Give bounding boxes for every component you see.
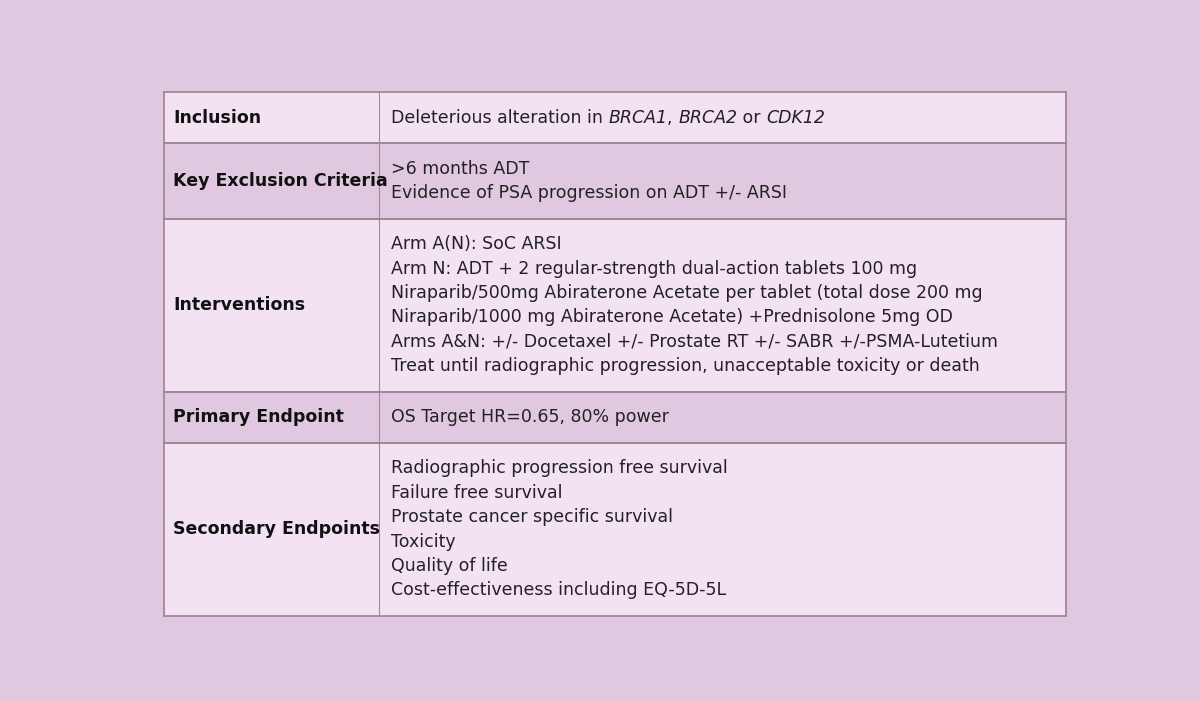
Text: Evidence of PSA progression on ADT +/- ARSI: Evidence of PSA progression on ADT +/- A… bbox=[391, 184, 787, 203]
Text: Primary Endpoint: Primary Endpoint bbox=[173, 408, 344, 426]
Text: ,: , bbox=[667, 109, 678, 127]
Bar bbox=[164, 392, 1066, 443]
Text: Arm N: ADT + 2 regular-strength dual-action tablets 100 mg: Arm N: ADT + 2 regular-strength dual-act… bbox=[391, 260, 917, 278]
Text: Deleterious alteration in: Deleterious alteration in bbox=[391, 109, 608, 127]
Text: Interventions: Interventions bbox=[173, 297, 305, 314]
Text: Niraparib/500mg Abiraterone Acetate per tablet (total dose 200 mg: Niraparib/500mg Abiraterone Acetate per … bbox=[391, 284, 983, 302]
Text: Quality of life: Quality of life bbox=[391, 557, 508, 575]
Text: >6 months ADT: >6 months ADT bbox=[391, 160, 529, 178]
Text: Niraparib/1000 mg Abiraterone Acetate) +Prednisolone 5mg OD: Niraparib/1000 mg Abiraterone Acetate) +… bbox=[391, 308, 953, 327]
Text: BRCA2: BRCA2 bbox=[678, 109, 737, 127]
Bar bbox=[164, 219, 1066, 392]
Text: Toxicity: Toxicity bbox=[391, 533, 455, 550]
Text: Prostate cancer specific survival: Prostate cancer specific survival bbox=[391, 508, 673, 526]
Text: OS Target HR=0.65, 80% power: OS Target HR=0.65, 80% power bbox=[391, 408, 668, 426]
Text: Inclusion: Inclusion bbox=[173, 109, 262, 127]
Text: Key Exclusion Criteria: Key Exclusion Criteria bbox=[173, 172, 388, 190]
Text: CDK12: CDK12 bbox=[766, 109, 824, 127]
Text: Arms A&N: +/- Docetaxel +/- Prostate RT +/- SABR +/-PSMA-Lutetium: Arms A&N: +/- Docetaxel +/- Prostate RT … bbox=[391, 333, 997, 350]
Text: or: or bbox=[737, 109, 766, 127]
Text: Failure free survival: Failure free survival bbox=[391, 484, 563, 502]
Text: BRCA1: BRCA1 bbox=[608, 109, 667, 127]
Text: Arm A(N): SoC ARSI: Arm A(N): SoC ARSI bbox=[391, 236, 562, 254]
Bar bbox=[164, 144, 1066, 219]
Text: Secondary Endpoints: Secondary Endpoints bbox=[173, 520, 380, 538]
Text: Radiographic progression free survival: Radiographic progression free survival bbox=[391, 459, 727, 477]
Bar bbox=[164, 93, 1066, 144]
Bar bbox=[164, 443, 1066, 615]
Text: Cost-effectiveness including EQ-5D-5L: Cost-effectiveness including EQ-5D-5L bbox=[391, 581, 726, 599]
Text: Treat until radiographic progression, unacceptable toxicity or death: Treat until radiographic progression, un… bbox=[391, 358, 979, 375]
